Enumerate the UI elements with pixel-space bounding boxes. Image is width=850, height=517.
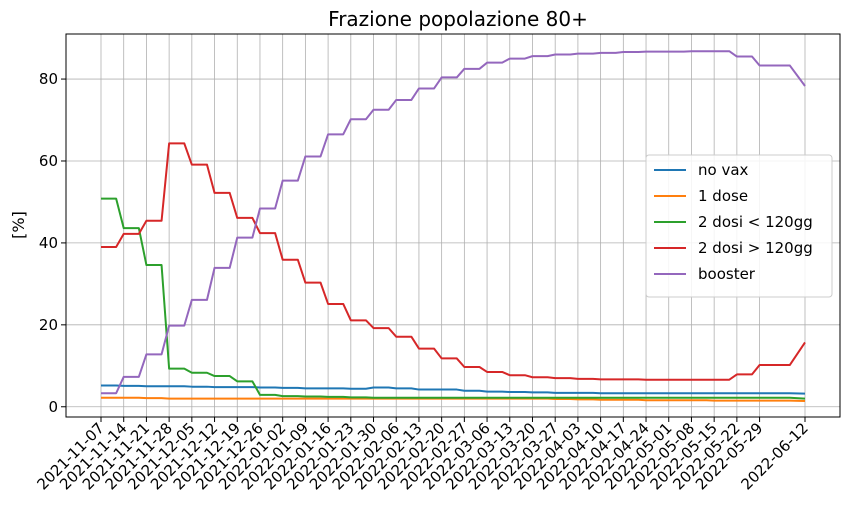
legend-label: no vax <box>698 161 749 179</box>
y-tick-label: 0 <box>48 398 58 416</box>
plot-frame <box>65 33 841 418</box>
grid <box>66 34 840 417</box>
y-tick-label: 40 <box>39 234 58 252</box>
y-axis: 0 20 40 60 80 <box>39 70 66 416</box>
series-line-3 <box>101 142 806 381</box>
series-line-0 <box>101 384 806 395</box>
y-tick-label: 20 <box>39 316 58 334</box>
legend-label: 2 dosi < 120gg <box>698 213 813 231</box>
series-line-2 <box>101 197 806 400</box>
y-axis-label: [%] <box>9 211 28 239</box>
y-tick-label: 60 <box>39 152 58 170</box>
legend-label: 2 dosi > 120gg <box>698 239 813 257</box>
legend-label: booster <box>698 265 756 283</box>
legend-box <box>645 154 833 298</box>
legend: no vax 1 dose 2 dosi < 120gg 2 dosi > 120gg… <box>645 154 833 298</box>
x-axis: 2021-11-072021-11-142021-11-212021-11-28… <box>33 417 812 493</box>
series-line-4 <box>101 50 806 395</box>
y-tick-label: 80 <box>39 70 58 88</box>
series-group <box>101 50 806 403</box>
chart-title: Frazione popolazione 80+ <box>328 7 588 31</box>
legend-label: 1 dose <box>698 187 748 205</box>
